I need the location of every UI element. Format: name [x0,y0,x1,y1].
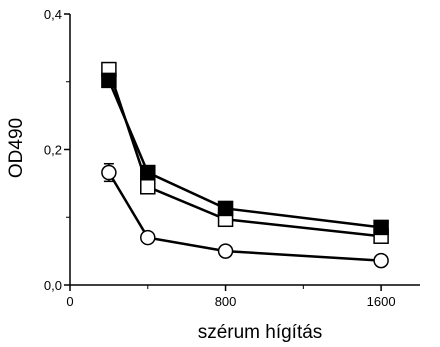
data-point-filled-square [140,164,156,181]
data-point-circle [140,229,156,246]
data-point-filled-square [373,219,389,236]
y-tick-label: 0,2 [44,143,62,158]
axes: 0,0 0,2 0,4 0 800 1600 [44,7,420,309]
markers [101,61,389,269]
data-point-filled-square [101,72,117,89]
data-point-open-square [140,179,156,195]
data-point-circle [101,164,117,181]
series-lines [107,69,382,262]
y-tick-label: 0,4 [44,7,62,22]
series-line-3 [107,171,382,262]
y-axis-title: OD490 [6,118,27,178]
y-tick-label: 0,0 [44,278,62,293]
x-tick-label: 0 [66,294,73,309]
data-point-circle [373,252,389,269]
x-tick-label: 800 [215,294,237,309]
data-point-filled-square [217,200,234,217]
data-point-circle [217,243,234,259]
x-tick-label: 1600 [367,294,396,309]
x-axis-title: szérum hígítás [198,322,323,343]
series-line-2 [107,79,382,229]
